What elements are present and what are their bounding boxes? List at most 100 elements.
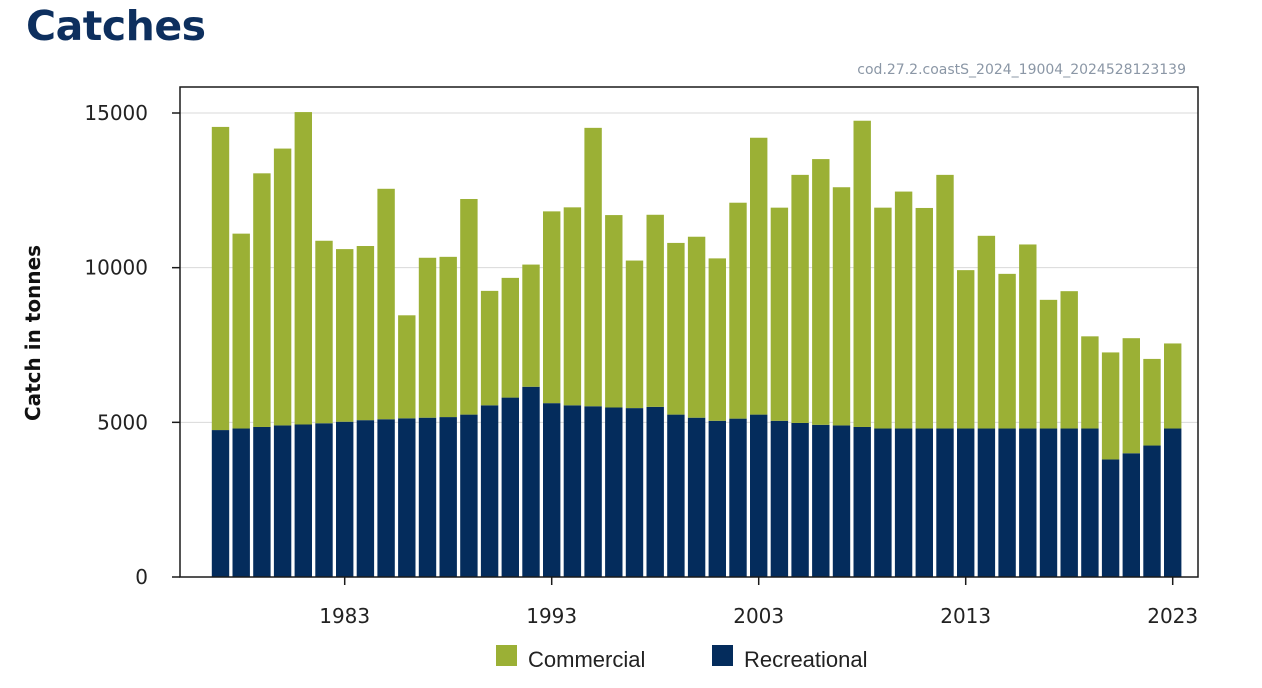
bar-recreational-2017 [1039, 428, 1058, 577]
bar-recreational-2004 [770, 420, 789, 577]
bar-recreational-1987 [418, 417, 437, 577]
chart-title: Catches [26, 2, 206, 50]
bar-recreational-1995 [584, 406, 602, 577]
bar-recreational-1996 [605, 407, 623, 577]
bar-commercial-1979 [253, 173, 271, 427]
bar-commercial-2003 [750, 137, 768, 415]
y-tick-label: 15000 [84, 101, 148, 125]
plot-frame [179, 86, 1199, 578]
bar-commercial-2007 [832, 187, 851, 426]
bar-recreational-1990 [480, 405, 499, 577]
bar-commercial-1997 [625, 260, 644, 409]
bar-recreational-2020 [1101, 459, 1120, 577]
bar-commercial-1992 [522, 264, 540, 387]
bar-recreational-2008 [853, 426, 871, 577]
bar-commercial-1981 [294, 112, 312, 425]
bar-recreational-2019 [1081, 428, 1099, 577]
bar-recreational-2015 [998, 428, 1016, 577]
bar-recreational-2003 [750, 414, 768, 577]
bar-commercial-2014 [977, 235, 996, 429]
bar-recreational-2014 [977, 428, 996, 577]
bar-recreational-1993 [543, 403, 561, 577]
bar-commercial-2004 [770, 207, 789, 421]
x-tick-label: 1983 [319, 604, 370, 628]
bar-commercial-2012 [936, 174, 954, 429]
bar-commercial-1996 [605, 215, 623, 408]
bar-commercial-2011 [915, 207, 933, 429]
bar-commercial-1999 [667, 242, 685, 415]
bar-recreational-1979 [253, 426, 271, 577]
bar-recreational-1983 [336, 421, 354, 577]
bar-recreational-1985 [377, 419, 395, 577]
bar-recreational-2013 [957, 428, 975, 577]
bar-recreational-1994 [563, 405, 582, 577]
y-axis: 0 5000 10000 15000 [84, 101, 180, 589]
bar-recreational-1999 [667, 414, 685, 577]
bar-recreational-2006 [812, 424, 830, 577]
legend: Commercial Recreational [496, 645, 868, 672]
bar-commercial-1982 [315, 240, 333, 424]
bar-recreational-2005 [791, 422, 809, 577]
bar-commercial-1985 [377, 188, 395, 420]
bar-commercial-2018 [1060, 291, 1078, 429]
bar-commercial-2001 [708, 258, 726, 421]
bar-recreational-1992 [522, 386, 540, 577]
bar-commercial-1995 [584, 127, 602, 407]
bar-commercial-1983 [336, 249, 354, 422]
bar-commercial-1988 [439, 256, 457, 418]
bar-recreational-1997 [625, 408, 644, 577]
bar-commercial-1980 [273, 148, 292, 426]
bar-recreational-2001 [708, 420, 726, 577]
bar-recreational-2018 [1060, 428, 1078, 577]
x-axis: 1983 1993 2003 2013 2023 [319, 577, 1198, 628]
bar-commercial-1978 [232, 233, 250, 429]
legend-label-recreational: Recreational [744, 647, 868, 672]
bar-commercial-1991 [501, 277, 519, 398]
bar-commercial-2009 [874, 207, 892, 429]
bar-commercial-2006 [812, 159, 830, 425]
legend-swatch-recreational [712, 645, 733, 666]
x-tick-label: 2023 [1147, 604, 1198, 628]
y-tick-label: 0 [135, 565, 148, 589]
legend-swatch-commercial [496, 645, 517, 666]
bar-recreational-1991 [501, 397, 519, 577]
bar-commercial-2020 [1101, 352, 1120, 460]
bar-recreational-2007 [832, 425, 851, 577]
bar-recreational-2000 [687, 417, 706, 577]
bar-recreational-2012 [936, 428, 954, 577]
bar-commercial-1993 [543, 211, 561, 404]
bar-recreational-2002 [729, 418, 747, 577]
x-tick-label: 2003 [733, 604, 784, 628]
bar-recreational-1977 [211, 430, 230, 577]
bar-recreational-1998 [646, 406, 664, 577]
y-axis-label: Catch in tonnes [21, 245, 45, 421]
bar-commercial-1989 [460, 198, 478, 415]
y-tick-label: 10000 [84, 256, 148, 280]
y-tick-label: 5000 [97, 410, 148, 434]
bar-commercial-2008 [853, 120, 871, 427]
bar-recreational-1978 [232, 428, 250, 577]
bar-commercial-2005 [791, 174, 809, 423]
bar-commercial-2000 [687, 236, 706, 418]
source-id-label: cod.27.2.coastS_2024_19004_2024528123139 [857, 62, 1186, 78]
bar-commercial-2010 [894, 191, 913, 429]
bar-recreational-2011 [915, 428, 933, 577]
bar-recreational-2022 [1143, 445, 1161, 577]
bar-recreational-1982 [315, 423, 333, 577]
bar-commercial-1998 [646, 214, 664, 407]
legend-label-commercial: Commercial [528, 647, 645, 672]
bars [211, 112, 1182, 577]
bar-commercial-2016 [1019, 244, 1037, 429]
bar-commercial-2015 [998, 273, 1016, 429]
bar-recreational-1989 [460, 414, 478, 577]
bar-recreational-1984 [356, 420, 375, 577]
bar-commercial-2022 [1143, 358, 1161, 446]
bar-recreational-2023 [1164, 428, 1182, 577]
bar-commercial-2021 [1122, 338, 1140, 454]
bar-recreational-1988 [439, 417, 457, 577]
bar-recreational-1981 [294, 424, 312, 577]
bar-commercial-1984 [356, 246, 375, 421]
bar-commercial-1994 [563, 207, 582, 406]
bar-commercial-1987 [418, 257, 437, 418]
